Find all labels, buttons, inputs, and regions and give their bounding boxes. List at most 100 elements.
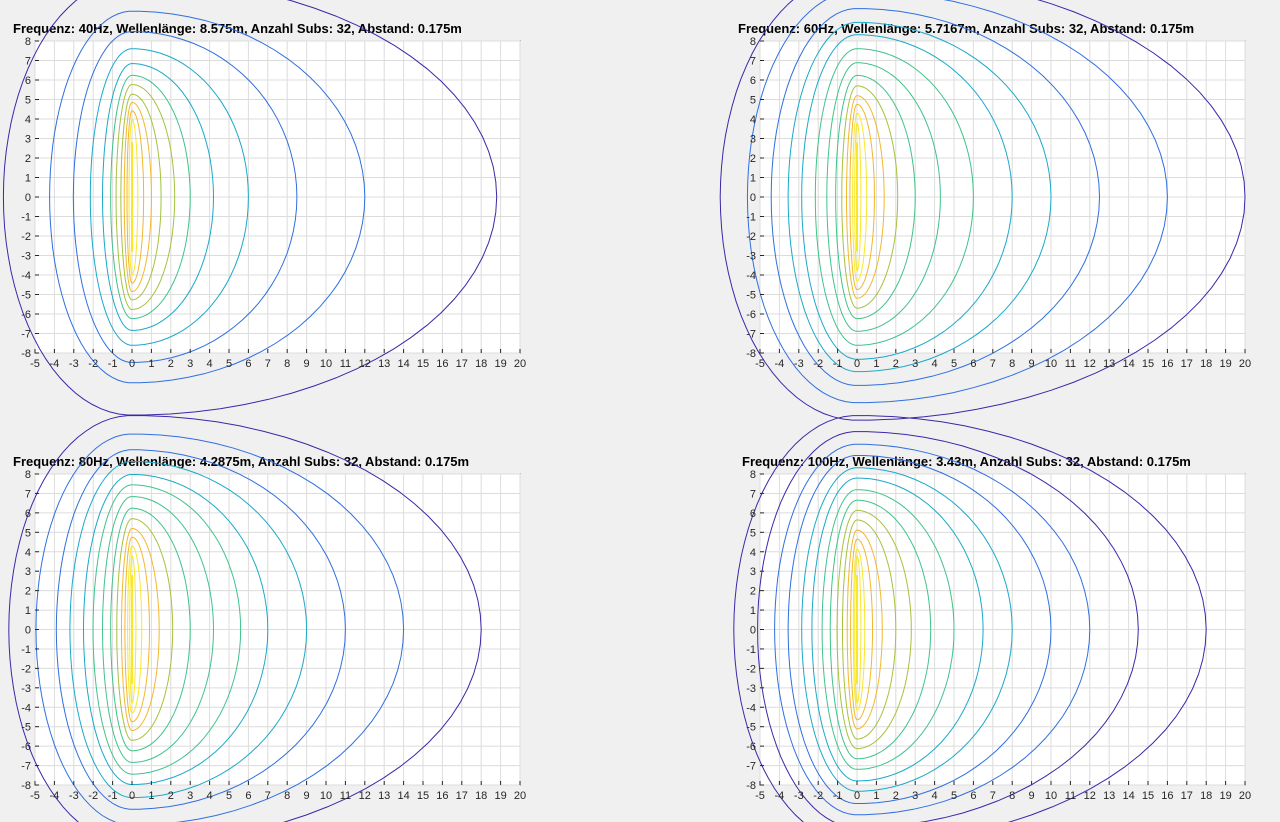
contour-line — [128, 118, 139, 276]
x-tick-label: 3 — [187, 790, 193, 802]
x-tick-label: 12 — [1084, 790, 1096, 802]
x-tick-label: 13 — [1103, 358, 1115, 370]
contour-line — [787, 21, 1052, 373]
x-tick-label: 15 — [417, 358, 429, 370]
y-tick-label: 6 — [750, 75, 756, 87]
x-tick-label: 6 — [970, 358, 976, 370]
y-tick-label: 2 — [25, 153, 31, 165]
x-tick-label: -5 — [755, 358, 765, 370]
y-tick-label: -1 — [746, 212, 756, 224]
contour-line — [110, 74, 191, 320]
contour-line — [49, 10, 366, 384]
panel-60hz: Frequenz: 60Hz, Wellenlänge: 5.7167m, An… — [719, 0, 1251, 421]
x-tick-label: -5 — [30, 358, 40, 370]
panel-80hz: Frequenz: 80Hz, Wellenlänge: 4.2875m, An… — [8, 415, 526, 822]
y-tick-label: -2 — [746, 231, 756, 243]
x-tick-label: -2 — [813, 358, 823, 370]
y-tick-label: 0 — [750, 192, 756, 204]
contour-line — [8, 415, 482, 822]
contour-line — [757, 431, 1139, 822]
contour-line — [829, 499, 932, 760]
x-tick-label: 14 — [1122, 358, 1134, 370]
x-tick-label: -3 — [69, 358, 79, 370]
x-tick-label: 15 — [1142, 790, 1154, 802]
grid — [759, 40, 1246, 354]
y-tick-label: 3 — [25, 134, 31, 146]
x-tick-label: 20 — [514, 790, 526, 802]
contour-line — [841, 85, 899, 309]
x-tick-label: 9 — [1029, 358, 1035, 370]
x-tick-label: 6 — [245, 358, 251, 370]
x-tick-label: 19 — [1219, 358, 1231, 370]
y-tick-label: -3 — [746, 683, 756, 695]
x-tick-label: 3 — [187, 358, 193, 370]
y-tick-label: 0 — [25, 192, 31, 204]
y-tick-label: -1 — [746, 644, 756, 656]
contour-line — [92, 484, 242, 775]
x-tick-label: 13 — [378, 790, 390, 802]
y-tick-label: -2 — [21, 663, 31, 675]
x-tick-label: -4 — [775, 790, 785, 802]
x-tick-label: 17 — [1181, 358, 1193, 370]
y-tick-label: 6 — [750, 508, 756, 520]
y-tick-label: 3 — [750, 566, 756, 578]
x-tick-label: 16 — [1161, 358, 1173, 370]
x-tick-label: 10 — [1045, 358, 1057, 370]
y-tick-label: 5 — [25, 527, 31, 539]
y-tick-label: 1 — [25, 605, 31, 617]
panel-title: Frequenz: 40Hz, Wellenlänge: 8.575m, Anz… — [13, 21, 462, 36]
y-tick-label: 8 — [25, 469, 31, 481]
x-tick-label: 19 — [1219, 790, 1231, 802]
x-tick-label: 13 — [378, 358, 390, 370]
x-tick-label: -4 — [775, 358, 785, 370]
x-tick-label: -5 — [755, 790, 765, 802]
y-tick-label: 8 — [25, 36, 31, 48]
axis-ticks: -5 -4 -3 -2 -1 0 1 2 3 4 5 6 7 8 9 10 11 12 13 14 15 16 17 18 19… — [746, 36, 1251, 370]
x-tick-label: 6 — [245, 790, 251, 802]
x-tick-label: 0 — [854, 358, 860, 370]
x-tick-label: 4 — [207, 358, 213, 370]
y-tick-label: 2 — [750, 153, 756, 165]
y-tick-label: 0 — [25, 625, 31, 637]
x-tick-label: 16 — [436, 358, 448, 370]
y-tick-label: 0 — [750, 625, 756, 637]
contour-line — [836, 509, 912, 750]
x-tick-label: -1 — [833, 358, 843, 370]
x-tick-label: 8 — [1009, 790, 1015, 802]
x-tick-label: 0 — [854, 790, 860, 802]
x-tick-label: -4 — [50, 790, 60, 802]
y-tick-label: -8 — [746, 348, 756, 360]
y-tick-label: 6 — [25, 75, 31, 87]
x-tick-label: -4 — [50, 358, 60, 370]
contour-line — [814, 48, 974, 346]
y-tick-label: 3 — [750, 134, 756, 146]
x-tick-label: 17 — [456, 790, 468, 802]
x-tick-label: 4 — [932, 358, 938, 370]
contour-line — [123, 102, 152, 292]
y-tick-label: -4 — [21, 270, 31, 282]
contour-line — [69, 461, 308, 798]
x-tick-label: 12 — [359, 358, 371, 370]
contour-line — [101, 496, 214, 763]
panel-40hz: Frequenz: 40Hz, Wellenlänge: 8.575m, Anz… — [2, 0, 526, 416]
y-tick-label: -6 — [21, 309, 31, 321]
x-tick-label: 13 — [1103, 790, 1115, 802]
x-tick-label: 2 — [893, 790, 899, 802]
y-tick-label: 8 — [750, 469, 756, 481]
x-tick-label: 1 — [873, 790, 879, 802]
y-tick-label: -3 — [746, 251, 756, 263]
contour-line — [72, 31, 298, 363]
x-tick-label: 2 — [893, 358, 899, 370]
y-tick-label: -8 — [746, 780, 756, 792]
y-tick-label: -8 — [21, 348, 31, 360]
x-tick-label: 11 — [1065, 790, 1076, 802]
contour-line — [89, 48, 249, 346]
x-tick-label: 0 — [129, 790, 135, 802]
contour-line — [770, 8, 1100, 386]
y-tick-label: 7 — [750, 488, 756, 500]
x-tick-label: 1 — [873, 358, 879, 370]
axis-ticks: -5 -4 -3 -2 -1 0 1 2 3 4 5 6 7 8 9 10 11 12 13 14 15 16 17 18 19… — [21, 469, 526, 802]
contour-line — [850, 538, 873, 721]
x-tick-label: -1 — [108, 358, 118, 370]
